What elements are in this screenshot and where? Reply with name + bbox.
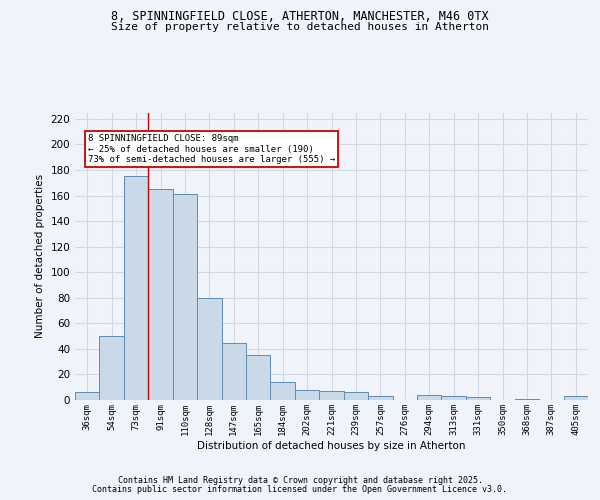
Bar (148, 189, 173, 400)
Bar (442, 396, 466, 400)
Text: 8, SPINNINGFIELD CLOSE, ATHERTON, MANCHESTER, M46 0TX: 8, SPINNINGFIELD CLOSE, ATHERTON, MANCHE… (111, 10, 489, 23)
Text: Contains HM Land Registry data © Crown copyright and database right 2025.: Contains HM Land Registry data © Crown c… (118, 476, 482, 485)
Bar (466, 398, 490, 400)
Text: Size of property relative to detached houses in Atherton: Size of property relative to detached ho… (111, 22, 489, 32)
Text: Contains public sector information licensed under the Open Government Licence v3: Contains public sector information licen… (92, 485, 508, 494)
Bar (368, 396, 392, 400)
Bar (221, 342, 246, 400)
Bar (295, 390, 319, 400)
Bar (75, 392, 100, 400)
Bar (197, 298, 221, 400)
Bar (319, 391, 344, 400)
X-axis label: Distribution of detached houses by size in Atherton: Distribution of detached houses by size … (197, 440, 466, 450)
Bar (124, 176, 148, 400)
Bar (563, 396, 588, 400)
Bar (515, 398, 539, 400)
Bar (246, 356, 271, 400)
Text: 8 SPINNINGFIELD CLOSE: 89sqm
← 25% of detached houses are smaller (190)
73% of s: 8 SPINNINGFIELD CLOSE: 89sqm ← 25% of de… (88, 134, 335, 164)
Y-axis label: Number of detached properties: Number of detached properties (35, 174, 45, 338)
Bar (417, 395, 442, 400)
Bar (100, 336, 124, 400)
Bar (344, 392, 368, 400)
Bar (271, 382, 295, 400)
Bar (173, 194, 197, 400)
